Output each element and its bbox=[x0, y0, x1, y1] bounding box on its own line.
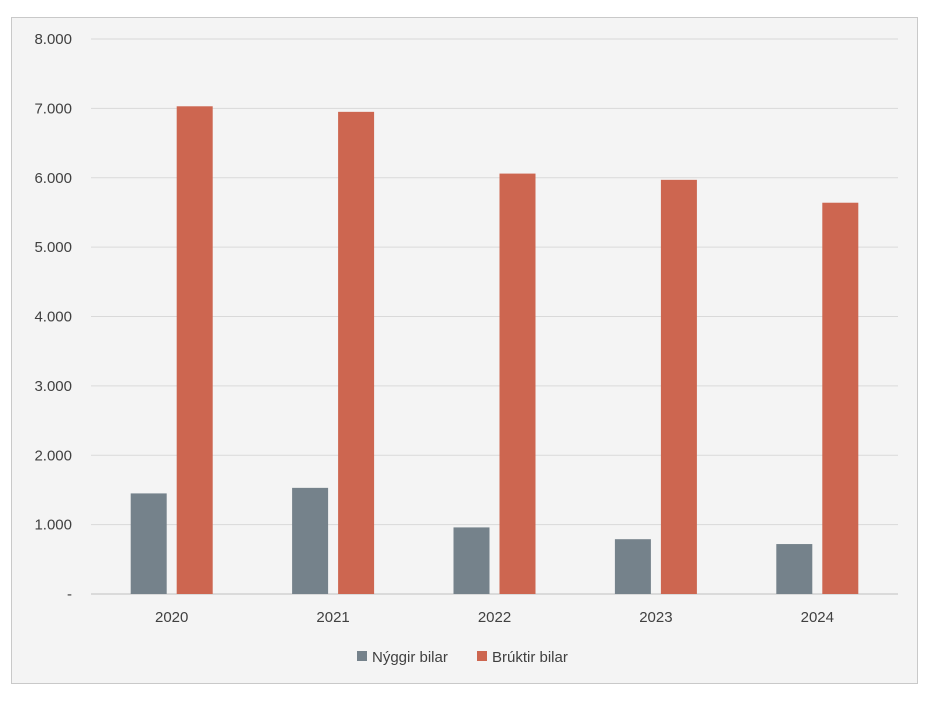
x-tick-label: 2020 bbox=[155, 609, 188, 626]
x-axis-ticks: 2020 2021 2022 2023 2024 bbox=[155, 609, 834, 626]
bar-bruktir-2023 bbox=[660, 179, 697, 595]
bar-nyggir-2022 bbox=[453, 527, 490, 594]
x-tick-label: 2022 bbox=[478, 609, 511, 626]
bar-nyggir-2024 bbox=[776, 544, 813, 594]
y-tick-label: 6.000 bbox=[34, 170, 72, 187]
legend-swatch bbox=[477, 651, 487, 661]
bar-bruktir-2024 bbox=[822, 202, 859, 594]
bars bbox=[130, 106, 859, 595]
y-tick-label: 8.000 bbox=[34, 31, 72, 48]
bar-bruktir-2021 bbox=[338, 111, 375, 594]
x-tick-label: 2024 bbox=[801, 609, 834, 626]
y-tick-label: 1.000 bbox=[34, 517, 72, 534]
legend-label: Brúktir bilar bbox=[492, 649, 568, 666]
y-tick-label: - bbox=[67, 586, 72, 603]
y-tick-label: 4.000 bbox=[34, 309, 72, 326]
legend: Nýggir bilar Brúktir bilar bbox=[357, 649, 568, 666]
bar-nyggir-2023 bbox=[614, 539, 651, 594]
bar-bruktir-2022 bbox=[499, 173, 536, 594]
gridlines bbox=[91, 38, 898, 595]
bar-nyggir-2020 bbox=[130, 493, 167, 594]
legend-label: Nýggir bilar bbox=[372, 649, 448, 666]
y-tick-label: 7.000 bbox=[34, 100, 72, 117]
legend-swatch bbox=[357, 651, 367, 661]
x-tick-label: 2021 bbox=[316, 609, 349, 626]
bar-bruktir-2020 bbox=[176, 106, 213, 594]
bar-nyggir-2021 bbox=[292, 487, 329, 594]
y-axis-ticks: - 1.000 2.000 3.000 4.000 5.000 6.000 7.000 8.00… bbox=[34, 31, 72, 603]
y-tick-label: 3.000 bbox=[34, 378, 72, 395]
y-tick-label: 5.000 bbox=[34, 239, 72, 256]
y-tick-label: 2.000 bbox=[34, 447, 72, 464]
x-tick-label: 2023 bbox=[639, 609, 672, 626]
